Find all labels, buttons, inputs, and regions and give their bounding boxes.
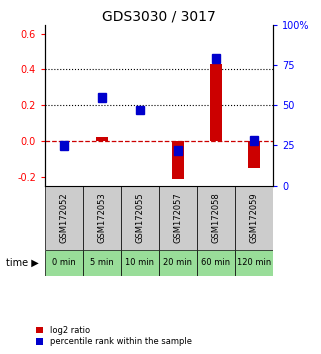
Bar [197, 250, 235, 276]
Text: 10 min: 10 min [126, 258, 154, 268]
Bar [235, 185, 273, 250]
Text: GSM172059: GSM172059 [249, 192, 258, 243]
Bar [121, 250, 159, 276]
Bar [45, 250, 83, 276]
Bar [250, 136, 258, 145]
Text: GSM172053: GSM172053 [97, 192, 107, 243]
Title: GDS3030 / 3017: GDS3030 / 3017 [102, 10, 216, 24]
Bar [248, 141, 260, 168]
Bar [121, 185, 159, 250]
Bar [96, 137, 108, 141]
Text: 20 min: 20 min [163, 258, 192, 268]
Legend: log2 ratio, percentile rank within the sample: log2 ratio, percentile rank within the s… [36, 326, 192, 346]
Bar [136, 105, 144, 114]
Bar [174, 146, 182, 155]
Bar [98, 93, 106, 102]
Text: 60 min: 60 min [201, 258, 230, 268]
Bar [212, 54, 220, 63]
Bar [172, 141, 184, 179]
Bar [210, 64, 221, 141]
Text: GSM172058: GSM172058 [211, 192, 221, 243]
Bar [45, 185, 83, 250]
Bar [159, 185, 197, 250]
Bar [159, 250, 197, 276]
Text: 5 min: 5 min [90, 258, 114, 268]
Bar [235, 250, 273, 276]
Text: 120 min: 120 min [237, 258, 271, 268]
Text: GSM172057: GSM172057 [173, 192, 182, 243]
Bar [83, 250, 121, 276]
Text: time ▶: time ▶ [6, 258, 39, 268]
Bar [60, 141, 68, 150]
Text: 0 min: 0 min [52, 258, 76, 268]
Text: GSM172052: GSM172052 [59, 192, 68, 243]
Bar [83, 185, 121, 250]
Text: GSM172055: GSM172055 [135, 192, 144, 243]
Bar [197, 185, 235, 250]
